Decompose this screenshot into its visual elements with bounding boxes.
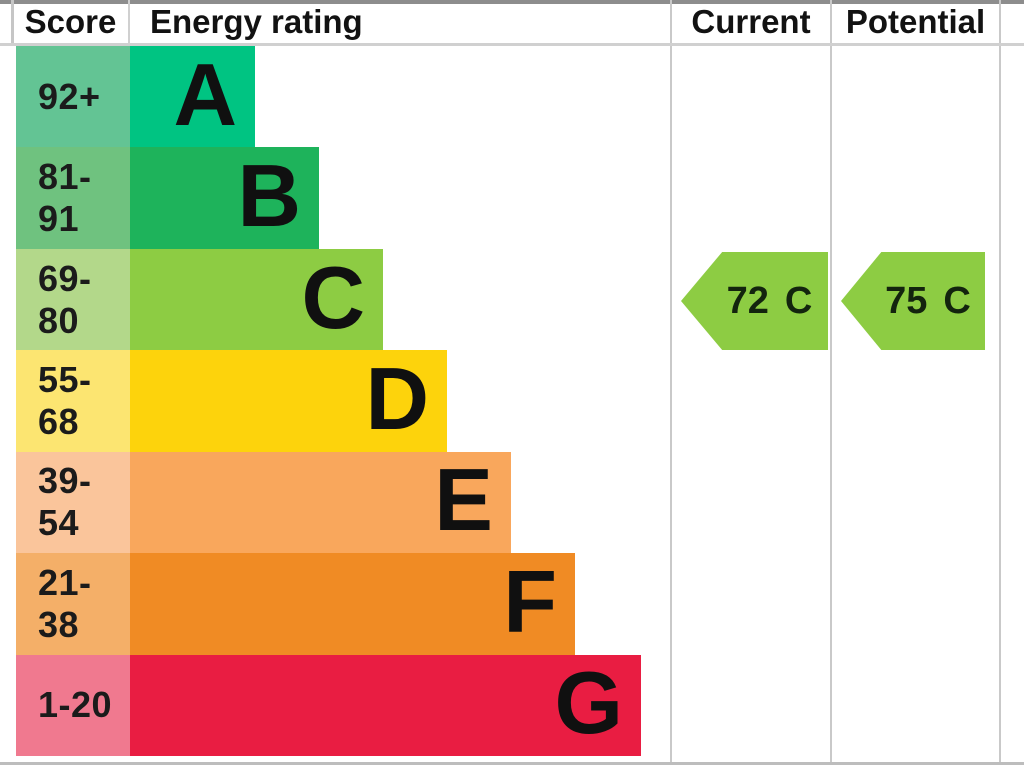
score-rating-separator-line (128, 0, 130, 43)
score-cell: 81-91 (16, 147, 130, 249)
current-column-header: Current (691, 3, 811, 40)
potential-column-header: Potential (845, 3, 986, 40)
rating-bar: C (130, 247, 383, 351)
current-column-separator-line (670, 0, 672, 765)
rating-bar: F (130, 551, 575, 655)
score-cell: 92+ (16, 46, 130, 148)
rating-letter: D (365, 348, 429, 448)
score-cell: 55-68 (16, 350, 130, 452)
rating-bar: E (130, 450, 511, 554)
rating-bar: A (130, 44, 255, 148)
current-rating-band: C (784, 279, 813, 322)
potential-rating-value: 75 (885, 279, 928, 322)
score-column-header: Score (24, 3, 117, 40)
rating-bar: G (130, 653, 641, 756)
band-row-e: 39-54 E (16, 450, 656, 554)
header-bottom-line (0, 43, 1024, 46)
potential-column-separator-line (830, 0, 832, 765)
rating-letter: G (554, 653, 623, 753)
score-cell: 1-20 (16, 654, 130, 756)
right-border-line (999, 0, 1001, 765)
rating-letter: C (301, 247, 365, 347)
rating-bands: 92+ A 81-91 B 69-80 C 55-68 D 39-54 E 21… (16, 46, 656, 756)
band-row-f: 21-38 F (16, 551, 656, 655)
rating-letter: A (173, 44, 237, 144)
potential-rating-arrow: 75 C (841, 252, 985, 350)
current-rating-arrow: 72 C (681, 252, 828, 350)
rating-letter: B (237, 146, 301, 246)
band-row-b: 81-91 B (16, 146, 656, 249)
score-cell: 69-80 (16, 248, 130, 351)
top-border-line (0, 0, 1024, 4)
band-row-g: 1-20 G (16, 653, 656, 756)
rating-bar: D (130, 348, 447, 452)
bottom-border-line (0, 762, 1024, 765)
header-left-border-line (11, 0, 14, 43)
score-cell: 21-38 (16, 553, 130, 655)
potential-rating-band: C (943, 279, 971, 322)
energy-rating-column-header: Energy rating (150, 3, 363, 40)
band-row-d: 55-68 D (16, 348, 656, 452)
current-rating-value: 72 (726, 279, 769, 322)
score-cell: 39-54 (16, 451, 130, 554)
rating-letter: E (434, 450, 493, 550)
band-row-c: 69-80 C (16, 247, 656, 351)
band-row-a: 92+ A (16, 44, 656, 148)
rating-letter: F (503, 551, 557, 651)
rating-bar: B (130, 146, 319, 249)
